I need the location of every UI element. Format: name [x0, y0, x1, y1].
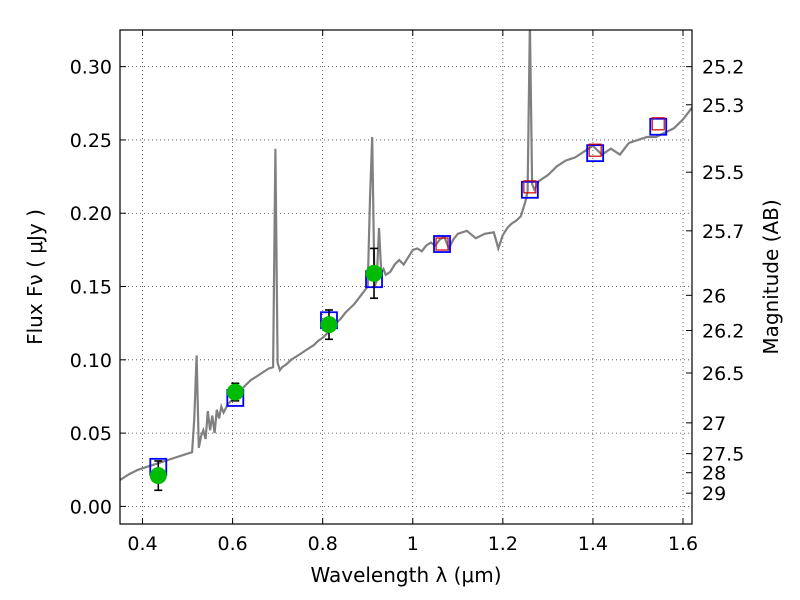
x-tick-label: 1.2 — [488, 533, 518, 555]
model-band-square — [586, 144, 605, 163]
plot-frame — [119, 29, 693, 525]
y-tick-label: 0.05 — [70, 423, 112, 445]
y-tick-label: 0.25 — [70, 130, 112, 152]
y2-tick-label: 26.5 — [702, 363, 744, 385]
y-tick-label: 0.30 — [70, 57, 112, 79]
axes: 0.4 0.6 0.8 1 1.2 1.4 1.6 0.00 0.05 0.10 0.15 0.20 0… — [70, 30, 744, 555]
model-band-square — [649, 117, 668, 136]
y2-tick-label: 25.2 — [702, 57, 744, 79]
y2-tick-label: 28 — [702, 463, 726, 485]
y-tick-label: 0.10 — [70, 350, 112, 372]
x-tick-label: 1 — [407, 533, 419, 555]
y2-tick-label: 27 — [702, 413, 726, 435]
y2-tick-label: 29 — [702, 483, 726, 505]
y-axis-label: Flux Fν ( μJy ) — [23, 209, 47, 345]
y-tick-label: 0.15 — [70, 277, 112, 299]
photometry-point — [149, 467, 167, 485]
predicted-band-square — [523, 180, 537, 194]
marker-layer — [149, 117, 668, 492]
predicted-band-square — [588, 143, 602, 157]
model-band-square — [520, 180, 539, 199]
photometry-point — [320, 316, 338, 334]
y2-tick-label: 25.5 — [702, 162, 744, 184]
y2-tick-label: 25.3 — [702, 95, 744, 117]
y2-tick-label: 26 — [702, 285, 726, 307]
y2-tick-label: 27.5 — [702, 444, 744, 466]
y-tick-label: 0.20 — [70, 203, 112, 225]
x-tick-label: 1.6 — [668, 533, 698, 555]
y2-axis-label: Magnitude (AB) — [759, 199, 783, 354]
y-tick-label: 0.00 — [70, 496, 112, 518]
y2-tick-label: 25.7 — [702, 221, 744, 243]
x-tick-label: 1.4 — [578, 533, 608, 555]
photometry-point — [365, 264, 383, 282]
y2-tick-label: 26.2 — [702, 321, 744, 343]
predicted-band-square — [651, 117, 665, 131]
x-axis-label: Wavelength λ (μm) — [310, 563, 501, 587]
x-tick-label: 0.8 — [308, 533, 338, 555]
model-band-square — [433, 235, 451, 253]
spectrum-layer — [120, 30, 692, 481]
x-tick-label: 0.4 — [127, 533, 157, 555]
photometry-point — [226, 383, 244, 401]
predicted-band-square — [435, 237, 449, 251]
spectrum-line — [120, 30, 692, 481]
x-tick-label: 0.6 — [217, 533, 247, 555]
grid — [120, 30, 692, 524]
